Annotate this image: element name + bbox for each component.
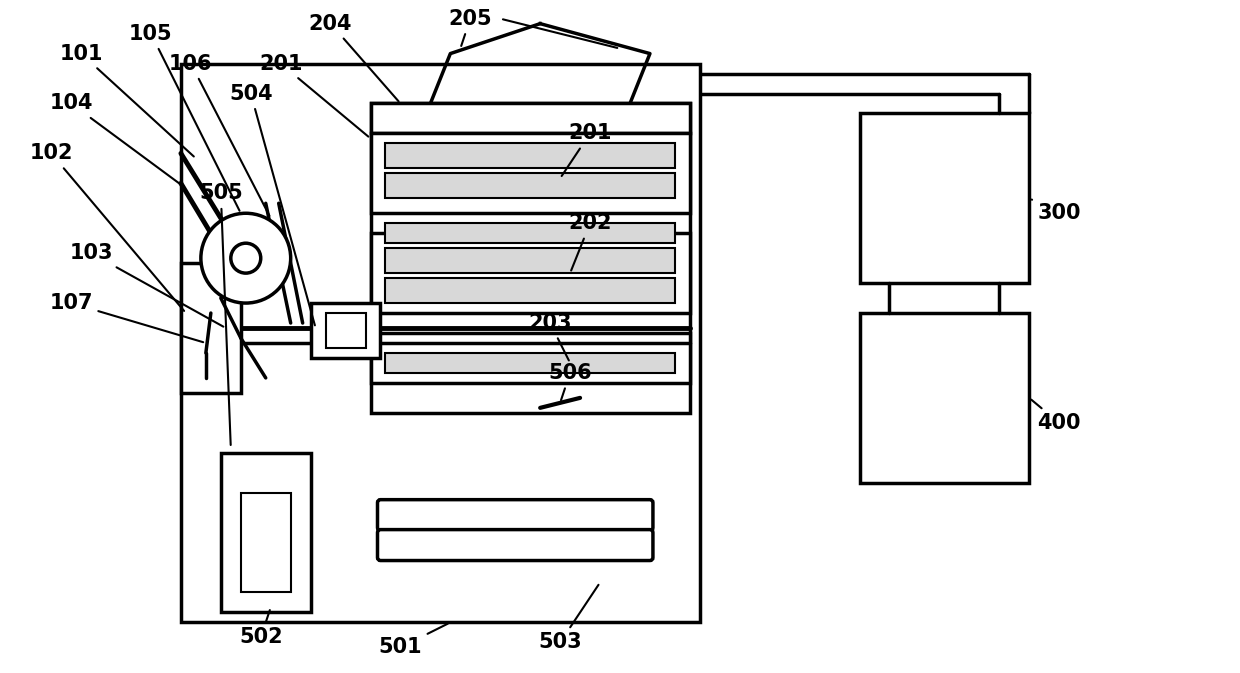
Bar <box>371 104 689 133</box>
Text: 503: 503 <box>538 585 599 652</box>
Text: 501: 501 <box>378 624 448 658</box>
Text: 201: 201 <box>259 54 368 137</box>
Bar <box>181 63 699 623</box>
Text: 105: 105 <box>129 24 239 211</box>
Bar <box>181 263 241 393</box>
Text: 203: 203 <box>528 313 572 361</box>
Text: 104: 104 <box>50 94 184 186</box>
Bar <box>386 278 675 303</box>
Text: 202: 202 <box>568 213 611 271</box>
Text: 101: 101 <box>60 44 193 157</box>
Bar <box>371 104 689 413</box>
Text: 103: 103 <box>69 243 223 326</box>
Bar <box>326 313 366 348</box>
Bar <box>371 333 689 383</box>
Text: 107: 107 <box>50 293 203 342</box>
Circle shape <box>201 213 290 303</box>
Bar <box>386 248 675 273</box>
Text: 204: 204 <box>309 13 398 102</box>
Bar <box>311 303 381 358</box>
Text: 102: 102 <box>30 143 184 311</box>
Text: 300: 300 <box>1032 199 1081 223</box>
Bar <box>386 353 675 373</box>
FancyBboxPatch shape <box>377 530 653 561</box>
Bar <box>371 234 689 313</box>
Bar <box>386 223 675 243</box>
Text: 502: 502 <box>239 610 283 647</box>
Text: 505: 505 <box>198 183 243 445</box>
Bar <box>386 143 675 168</box>
Text: 106: 106 <box>169 54 269 216</box>
Circle shape <box>231 243 260 273</box>
Text: 205: 205 <box>449 9 492 46</box>
Bar <box>221 453 311 612</box>
Text: 504: 504 <box>229 83 315 325</box>
Bar <box>371 133 689 213</box>
Text: 506: 506 <box>548 363 591 400</box>
Bar <box>859 114 1029 283</box>
Text: 400: 400 <box>1032 400 1081 433</box>
Bar <box>859 313 1029 483</box>
Text: 201: 201 <box>562 123 611 176</box>
Bar <box>386 174 675 199</box>
Bar <box>241 493 290 592</box>
FancyBboxPatch shape <box>377 499 653 530</box>
